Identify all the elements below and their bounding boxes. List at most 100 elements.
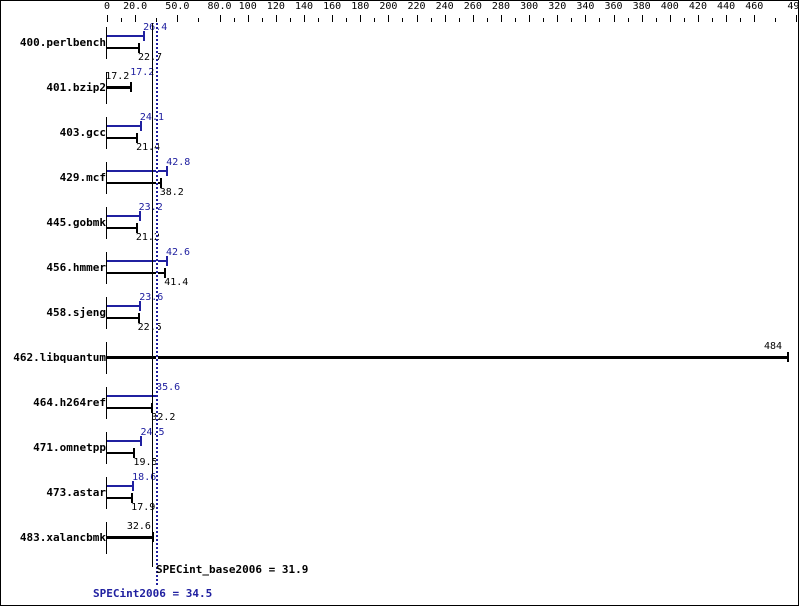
bar-base [107, 43, 140, 53]
benchmark-name-label: 464.h264ref [33, 396, 106, 409]
plot-area: 400.perlbench 26.4 22.7 401.bzip217.217.240… [1, 23, 798, 554]
bar-base-value-label: 22.7 [137, 52, 163, 63]
axis-tick-minor [515, 18, 516, 22]
bar-peak-cap [139, 121, 142, 131]
axis-tick-minor [684, 18, 685, 22]
axis-tick-minor [198, 18, 199, 22]
axis-tick-minor [318, 18, 319, 22]
bar-base-value-label: 484 [764, 341, 783, 352]
bar-base [107, 493, 134, 503]
bar-base-value-label: 22.5 [137, 322, 162, 333]
axis-tick-major [417, 15, 418, 22]
row-axis-stub [106, 477, 107, 509]
axis-tick-major [276, 15, 277, 22]
axis-tick-major [473, 15, 474, 22]
bar-base-cap [787, 352, 789, 362]
axis-tick-minor [374, 18, 375, 22]
bar-base [107, 403, 154, 413]
benchmark-row: 473.astar 18.6 17.9 [1, 472, 798, 518]
axis-tick-minor [402, 18, 403, 22]
benchmark-name-label: 483.xalancbmk [19, 531, 106, 544]
bar-base [107, 532, 154, 542]
bar-base-value-label: 17.2 [105, 71, 130, 82]
benchmark-row: 445.gobmk 23.2 21.2 [1, 202, 798, 248]
axis-tick-major [796, 15, 797, 22]
axis-tick-major [614, 15, 615, 22]
bar-base-cap [164, 268, 167, 278]
bar-base-cap [137, 43, 140, 53]
axis-tick-minor [459, 18, 460, 22]
axis-tick-label: 20.0 [123, 1, 148, 12]
benchmark-name-label: 400.perlbench [19, 36, 106, 49]
axis-tick-major [726, 15, 727, 22]
axis-tick-major [670, 15, 671, 22]
bar-base-cap [137, 313, 140, 323]
benchmark-name-label: 458.sjeng [46, 306, 106, 319]
bar-peak [107, 166, 169, 176]
bar-peak-value-label: 23.6 [139, 293, 163, 303]
benchmark-name-label: 473.astar [46, 486, 106, 499]
axis-tick-label: 100 [238, 1, 257, 12]
axis-tick-label: 120 [266, 1, 285, 12]
axis-tick-label: 340 [576, 1, 595, 12]
axis-tick-major [698, 15, 699, 22]
bar-peak [107, 436, 143, 446]
benchmark-row: 401.bzip2 17.2 17.2 [1, 68, 798, 113]
bar-peak-value-label: 23.2 [138, 202, 163, 213]
axis-tick-label: 180 [351, 1, 370, 12]
bar-peak [107, 31, 146, 41]
axis-tick-major [501, 15, 502, 22]
benchmark-row: 400.perlbench 26.4 22.7 [1, 23, 798, 68]
bar-peak [107, 256, 168, 266]
benchmark-name-label: 429.mcf [59, 171, 106, 184]
axis-tick-minor [712, 18, 713, 22]
axis-tick-minor [431, 18, 432, 22]
axis-tick-label: 80.0 [207, 1, 232, 12]
bar-peak-cap [132, 481, 135, 491]
axis-tick-label: 240 [435, 1, 454, 12]
bar-base-value-label: 19.5 [133, 457, 158, 468]
bar-base-cap [159, 178, 162, 188]
axis-tick-minor [543, 18, 544, 22]
axis-tick-major [177, 15, 178, 22]
axis-tick-major [529, 15, 530, 22]
bar-base-value-label: 17.9 [131, 502, 156, 513]
bar-base-cap [133, 448, 136, 458]
axis-tick-label: 220 [407, 1, 426, 12]
bar-peak [107, 121, 142, 131]
reference-line-base [152, 23, 153, 567]
row-axis-stub [106, 27, 107, 59]
row-axis-stub [106, 252, 107, 284]
bar-base-cap [136, 133, 139, 143]
bar-peak-cap [166, 166, 169, 176]
axis-tick-label: 280 [491, 1, 510, 12]
bar-peak-value-label: 18.6 [132, 472, 157, 483]
benchmark-name-label: 471.omnetpp [33, 441, 106, 454]
benchmark-row: 483.xalancbmk 32.6 [1, 518, 798, 563]
row-axis-stub [106, 432, 107, 464]
bar-peak [107, 481, 135, 491]
row-axis-stub [106, 342, 107, 374]
axis-tick-major [220, 15, 221, 22]
bar-base [107, 133, 139, 143]
bar-base-value-label: 32.6 [126, 521, 151, 532]
axis-tick-major [248, 15, 249, 22]
row-axis-stub [106, 117, 107, 149]
bar-peak-cap [143, 31, 146, 41]
benchmark-row: 456.hmmer 42.6 41.4 [1, 247, 798, 293]
bar-peak-value-label: 26.4 [143, 23, 167, 33]
benchmark-name-label: 401.bzip2 [46, 81, 106, 94]
axis-tick-minor [156, 18, 157, 22]
axis-tick-label: 490 [787, 1, 799, 12]
axis-tick-major [754, 15, 755, 22]
axis-tick-minor [571, 18, 572, 22]
axis-tick-minor [487, 18, 488, 22]
bar-peak-value-label: 42.6 [165, 247, 191, 258]
axis-tick-label: 440 [717, 1, 736, 12]
bar-peak [107, 391, 159, 401]
axis-tick-minor [740, 18, 741, 22]
x-axis-labels: 0 20.0 50.0 80.0 100 120 140 160 180 200 220 240 260… [1, 1, 799, 15]
axis-tick-major [135, 15, 136, 22]
benchmark-name-label: 445.gobmk [46, 216, 106, 229]
